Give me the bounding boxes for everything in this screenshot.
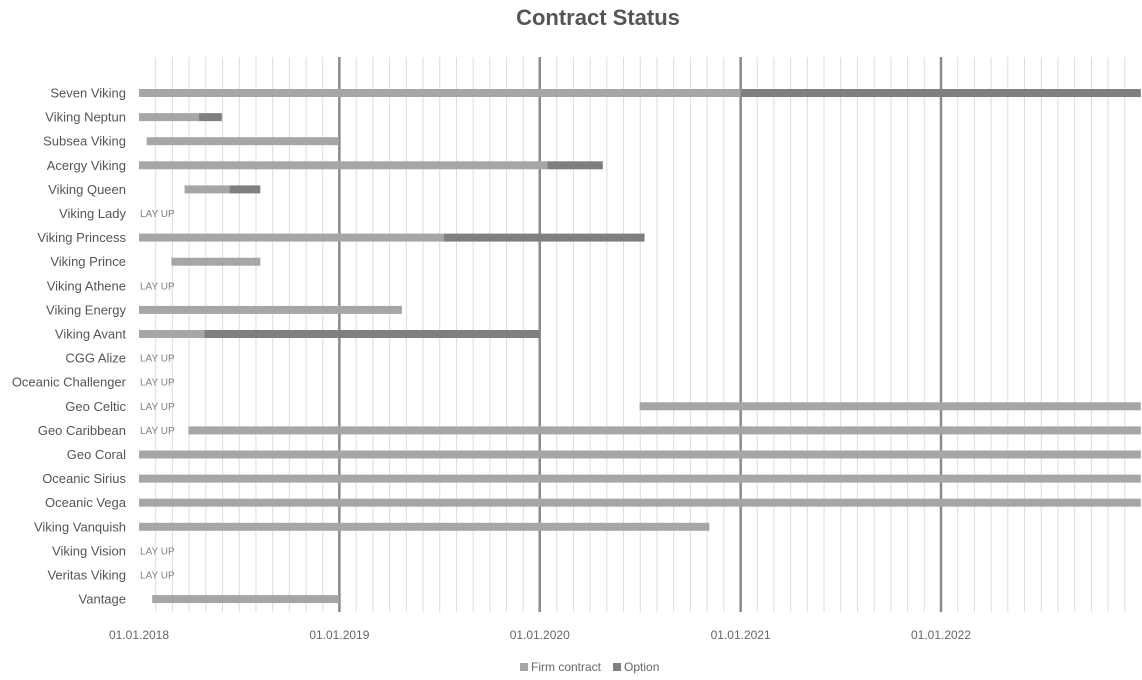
firm-contract-bar [171,257,261,266]
firm-contract-bar [139,113,199,122]
vessel-label: Viking Lady [59,206,126,221]
vessel-label: Viking Neptun [45,110,126,125]
x-tick-label: 01.01.2022 [911,628,971,642]
firm-contract-bar [139,474,1141,483]
vessel-labels: Seven Viking Viking Neptun Subsea Viking Ac… [12,86,127,607]
vessel-label: Veritas Viking [47,568,126,583]
vessel-label: Acergy Viking [47,158,126,173]
layup-label: LAY UP [140,402,175,413]
firm-contract-bar [139,305,402,314]
legend-firm-swatch [520,663,528,671]
vessel-label: Oceanic Challenger [12,375,127,390]
layup-label: LAY UP [140,354,175,365]
x-tick-label: 01.01.2020 [510,628,570,642]
x-tick-label: 01.01.2018 [109,628,169,642]
firm-contract-bar [139,89,741,97]
vessel-label: Geo Caribbean [38,423,126,438]
layup-label: LAY UP [140,378,175,389]
firm-contract-bar [188,426,1141,435]
legend-option-swatch [613,663,622,671]
vessel-label: Viking Athene [47,278,126,293]
legend-firm-label: Firm contract [531,660,602,674]
option-bar [740,89,1141,97]
vessel-label: Subsea Viking [43,134,126,149]
firm-contract-bar [146,137,339,146]
firm-contract-bar [639,402,1141,411]
option-bar [229,185,261,194]
firm-contract-bar [184,185,230,194]
vessel-label: Viking Vanquish [34,519,126,534]
layup-label: LAY UP [140,281,175,292]
vessel-label: CGG Alize [65,351,126,366]
firm-contract-bar [139,330,205,338]
vessel-label: Oceanic Sirius [42,471,126,486]
x-tick-label: 01.01.2021 [711,628,771,642]
vessel-label: Viking Energy [46,302,126,317]
vessel-label: Viking Vision [52,543,126,558]
contract-bars [139,89,1141,604]
layup-label: LAY UP [140,546,175,557]
vessel-label: Vantage [79,592,126,607]
vessel-label: Geo Coral [67,447,126,462]
option-bar [547,161,603,170]
vessel-label: Viking Prince [50,254,126,269]
layup-labels: LAY UP LAY UP LAY UP LAY UP LAY UP LAY UP LAY … [140,209,175,582]
vessel-label: Viking Princess [37,230,126,245]
chart-title: Contract Status [516,5,680,30]
firm-contract-bar [139,450,1141,459]
vessel-label: Oceanic Vega [45,495,127,510]
legend-option-label: Option [624,660,659,674]
vessel-label: Seven Viking [50,86,126,101]
option-bar [204,330,540,338]
firm-contract-bar [139,161,548,170]
vessel-label: Geo Celtic [65,399,126,414]
layup-label: LAY UP [140,209,175,220]
option-bar [198,113,222,122]
x-tick-label: 01.01.2019 [309,628,369,642]
firm-contract-bar [139,522,710,531]
layup-label: LAY UP [140,426,175,437]
firm-contract-bar [139,498,1141,507]
option-bar [443,233,645,242]
legend: Firm contract Option [520,660,659,674]
vessel-label: Viking Avant [55,327,126,342]
x-tick-labels: 01.01.2018 01.01.2019 01.01.2020 01.01.2021… [109,628,971,642]
vessel-label: Viking Queen [48,182,126,197]
layup-label: LAY UP [140,571,175,582]
firm-contract-bar [152,595,339,604]
firm-contract-bar [139,233,444,242]
